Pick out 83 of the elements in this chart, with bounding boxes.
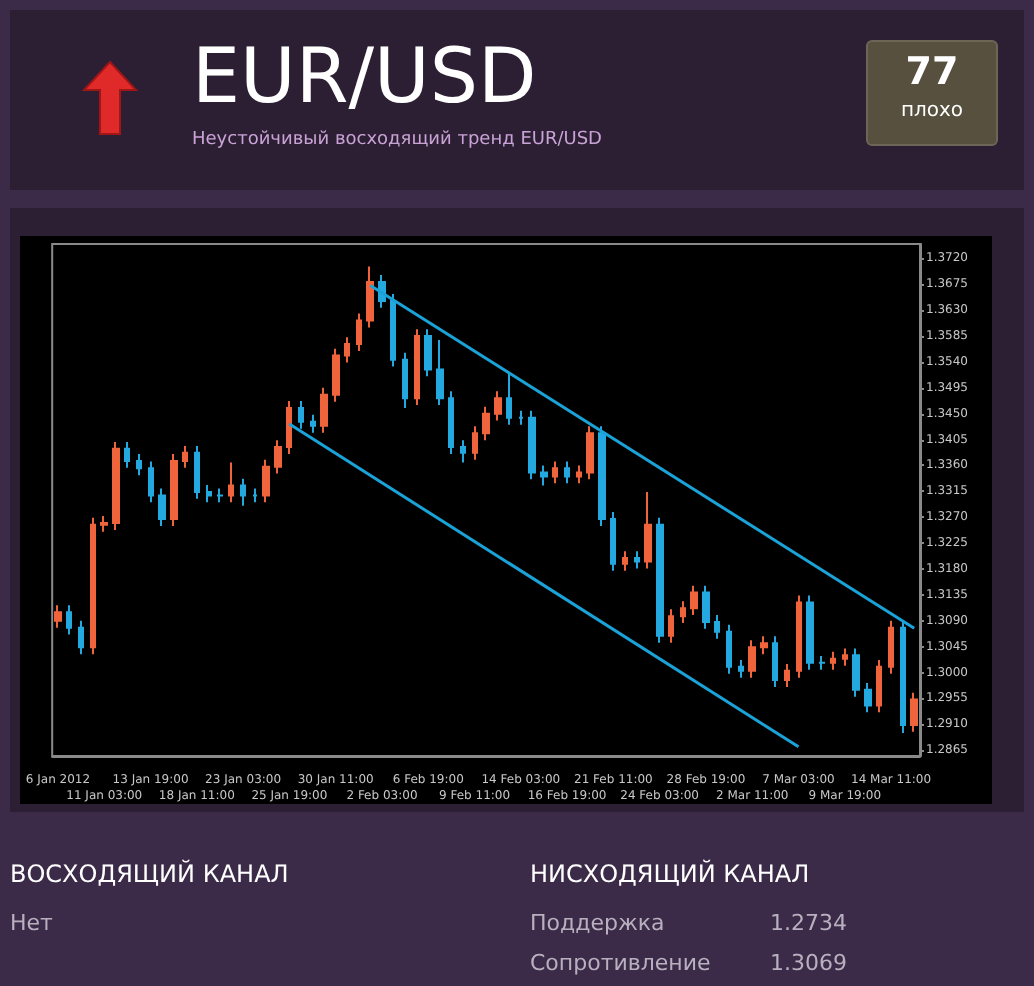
- candlestick: [286, 400, 292, 455]
- candlestick: [436, 339, 444, 407]
- candlestick: [332, 347, 340, 403]
- text: ВОСХОДЯЩИЙ КАНАЛ: [10, 860, 289, 888]
- candlestick: [170, 452, 178, 527]
- candlestick: [864, 681, 872, 714]
- candlestick: [66, 604, 72, 636]
- candlestick: [540, 464, 548, 487]
- text: 1.3069: [770, 950, 847, 976]
- candlestick: [424, 328, 432, 378]
- candlestick: [680, 600, 686, 625]
- candlestick: [228, 461, 234, 504]
- candlestick: [90, 516, 96, 656]
- candlestick: [506, 371, 512, 426]
- text: Сопротивление: [530, 950, 711, 976]
- candlestick: [206, 484, 212, 504]
- text: Нет: [10, 910, 53, 936]
- candlestick: [760, 635, 768, 656]
- candlestick: [472, 425, 478, 461]
- text: НИСХОДЯЩИЙ КАНАЛ: [530, 860, 810, 888]
- candlestick: [656, 516, 664, 644]
- candlestick: [528, 409, 536, 481]
- candlestick: [552, 460, 558, 485]
- text: 77: [903, 50, 961, 94]
- candlestick: [784, 662, 790, 688]
- candlestick: [644, 490, 652, 570]
- candlestick: [842, 647, 848, 667]
- candlestick: [194, 444, 200, 500]
- candlestick: [482, 405, 490, 442]
- candlestick: [366, 265, 374, 329]
- candlestick: [320, 386, 328, 434]
- candlestick: [494, 390, 502, 422]
- candlestick: [852, 647, 860, 698]
- candlestick: [356, 312, 362, 352]
- candlestick: [796, 594, 802, 679]
- candlestick: [690, 584, 698, 617]
- candlestick: [622, 550, 628, 572]
- candlestick: [830, 650, 836, 671]
- candlestick: [100, 515, 108, 533]
- candlestick: [402, 351, 408, 409]
- candlestick: [634, 550, 640, 570]
- candlestick: [252, 487, 258, 504]
- candlestick: [876, 658, 882, 714]
- candlestick: [702, 584, 710, 630]
- candlestick: [910, 691, 918, 733]
- candlestick: [148, 460, 154, 504]
- candlestick: [586, 425, 594, 481]
- candlestick: [112, 440, 120, 531]
- candlestick: [262, 458, 270, 504]
- candlestick: [344, 336, 350, 364]
- candlestick: [310, 413, 316, 434]
- candlestick: [518, 409, 524, 426]
- candlestick: [888, 619, 894, 675]
- candlestick: [390, 293, 396, 368]
- candlestick: [818, 654, 826, 671]
- candlestick: [274, 439, 282, 475]
- candlestick: [564, 460, 570, 485]
- candlestick: [748, 639, 756, 679]
- candlestick: [78, 619, 84, 656]
- candlestick: [460, 439, 466, 464]
- candlestick: [448, 390, 454, 455]
- chart-subtitle: Неустойчивый восходящий тренд EUR/USD: [192, 130, 602, 150]
- candlestick: [714, 614, 720, 640]
- candlestick: [772, 635, 778, 688]
- candlestick: [576, 464, 582, 485]
- candlestick: [182, 444, 188, 469]
- candlestick: [738, 658, 744, 679]
- text: Поддержка: [530, 910, 665, 936]
- chart-title: EUR/USD: [192, 32, 537, 120]
- candlestick: [806, 594, 814, 671]
- candlestick: [136, 452, 142, 477]
- candlestick: [54, 604, 62, 629]
- candlestick: [598, 425, 606, 527]
- candlestick: [158, 487, 166, 527]
- candlestick: [668, 608, 674, 644]
- candlestick: [216, 487, 224, 504]
- text: 1.2734: [770, 910, 847, 936]
- candlestick: [610, 511, 616, 572]
- candlestick: [240, 477, 246, 507]
- candlestick: [124, 440, 130, 469]
- candlestick: [726, 623, 732, 675]
- candlestick: [414, 328, 420, 407]
- text: плохо: [898, 100, 966, 122]
